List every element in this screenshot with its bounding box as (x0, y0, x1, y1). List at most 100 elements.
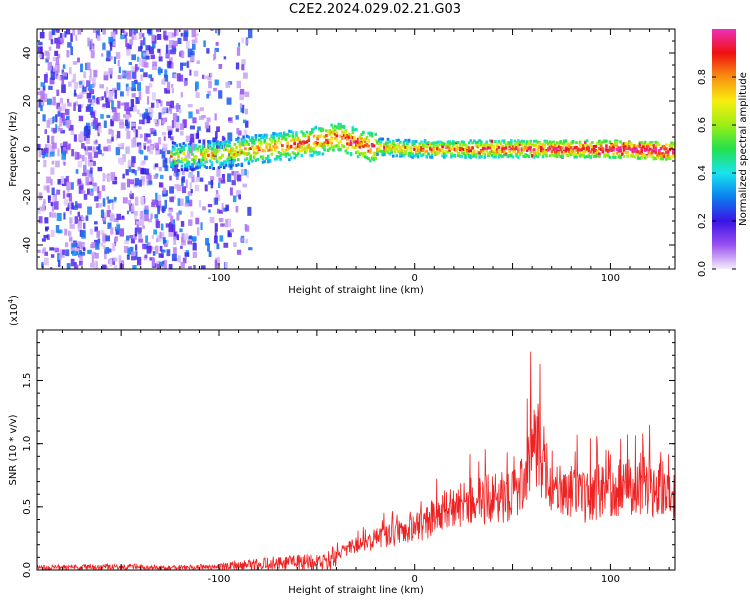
spectrogram-ridge-cell (363, 155, 367, 159)
spectrogram-cell (58, 127, 63, 132)
spectrogram-ridge-cell (548, 154, 552, 158)
spectrogram-cell (102, 42, 106, 50)
spectrogram-cell (49, 267, 53, 269)
spectrogram-ridge-cell (222, 166, 226, 170)
spectrogram-ridge-cell (622, 148, 626, 152)
spectrogram-ridge-cell (365, 135, 369, 139)
spectrogram-cell (154, 214, 159, 219)
spectrogram-cell (73, 205, 78, 210)
spectrogram-cell (119, 261, 125, 269)
spectrogram-ridge-cell (467, 153, 471, 157)
spectrogram-ridge-cell (379, 149, 383, 153)
spectrogram-cell (171, 120, 175, 129)
spectrogram-ridge-cell (356, 143, 360, 147)
spectrogram-cell (51, 100, 55, 105)
spectrogram-ridge-cell (332, 145, 335, 149)
spectrogram-ridge-cell (483, 155, 487, 159)
spectrogram-ridge-cell (240, 149, 244, 153)
spectrogram-cell (119, 159, 125, 166)
spectrogram-cell (205, 237, 210, 246)
spectrogram-ridge-cell (325, 134, 328, 138)
spectrogram-cell (241, 59, 246, 65)
spectrogram-ridge-cell (502, 140, 506, 144)
spectrogram-cell (106, 138, 112, 144)
spectrogram-cell (42, 114, 46, 122)
spectrogram-cell (92, 83, 95, 88)
spectrogram-cell (145, 235, 149, 244)
spectrogram-cell (159, 231, 162, 239)
spectrogram-ridge-cell (342, 145, 346, 149)
spectrogram-cell (169, 222, 172, 231)
spectrogram-ridge-cell (467, 141, 471, 145)
spectrogram-cell (163, 136, 166, 141)
spectrogram-cell (236, 127, 240, 135)
spectrogram-cell (130, 193, 134, 200)
spectrogram-ridge-cell (346, 151, 349, 155)
spectrogram-ridge-cell (420, 140, 423, 144)
spectrogram-ridge-cell (406, 142, 409, 146)
spectrogram-cell (67, 42, 72, 48)
spectrogram-ridge-cell (259, 155, 263, 159)
spectrogram-cell (134, 196, 139, 206)
spectrogram-ridge-cell (298, 140, 302, 144)
spectrogram-cell (52, 197, 55, 202)
spectrogram-cell (202, 139, 206, 148)
spectrogram-ridge-cell (245, 134, 249, 138)
spectrogram-cell (52, 142, 57, 149)
spectrogram-cell (78, 84, 83, 88)
spectrogram-ridge-cell (513, 150, 517, 154)
spectrogram-cell (148, 180, 153, 185)
spectrogram-cell (52, 116, 55, 123)
spectrogram-cell (79, 254, 83, 263)
spectrogram-cell (119, 91, 124, 97)
spectrogram-cell (156, 235, 162, 242)
spectrogram-cell (203, 157, 207, 165)
spectrogram-ridge-cell (222, 141, 226, 145)
spectrogram-ridge-cell (633, 155, 636, 159)
spectrogram-cell (151, 199, 157, 205)
spectrogram-cell (50, 254, 55, 258)
spectrogram-ridge-cell (205, 166, 208, 170)
spectrogram-ridge-cell (640, 155, 643, 159)
spectrogram-ridge-cell (534, 151, 538, 155)
spectrogram-ridge-cell (518, 142, 522, 146)
spectrogram-cell (106, 209, 111, 218)
spectrogram-cell (143, 145, 146, 150)
spectrogram-ridge-cell (495, 144, 499, 148)
spectrogram-cell (150, 102, 155, 108)
spectrogram-cell (153, 118, 157, 124)
spectrogram-ridge-cell (575, 148, 578, 152)
spectrogram-ridge-cell (367, 139, 370, 143)
spectrogram-ridge-cell (198, 145, 201, 149)
spectrogram-ridge-cell (390, 148, 393, 152)
spectrogram-ridge-cell (212, 153, 215, 157)
spectrogram-ridge-cell (443, 150, 446, 154)
spectrogram-cell (60, 175, 65, 184)
spectrogram-ridge-cell (569, 153, 573, 157)
spectrogram-ridge-cell (303, 149, 307, 153)
spectrogram-cell (165, 223, 170, 228)
spectrogram-cell (48, 31, 53, 41)
spectrogram-cell (138, 119, 144, 125)
spectrogram-cell (96, 97, 100, 105)
spectrogram-cell (37, 249, 41, 253)
spectrogram-ridge-cell (409, 149, 413, 153)
spectrogram-ridge-cell (620, 152, 624, 156)
spectrogram-cell (134, 79, 138, 85)
spectrogram-ridge-cell (406, 140, 409, 144)
spectrogram-ridge-cell (439, 143, 443, 147)
spectrogram-ridge-cell (346, 137, 349, 141)
spectrogram-ridge-cell (309, 153, 312, 157)
spectrogram-cell (77, 178, 82, 185)
spectrogram-cell (153, 174, 158, 180)
spectrogram-ridge-cell (582, 151, 585, 155)
spectrogram-cell (66, 193, 71, 198)
spectrogram-ridge-cell (189, 146, 193, 150)
spectrogram-ridge-cell (284, 148, 288, 152)
spectrogram-ridge-cell (517, 150, 520, 154)
spectrogram-ridge-cell (273, 132, 277, 136)
spectrogram-ridge-cell (363, 151, 367, 155)
spectrogram-cell (67, 119, 72, 126)
spectrogram-ridge-cell (238, 149, 242, 153)
spectrogram-ridge-cell (340, 136, 344, 140)
